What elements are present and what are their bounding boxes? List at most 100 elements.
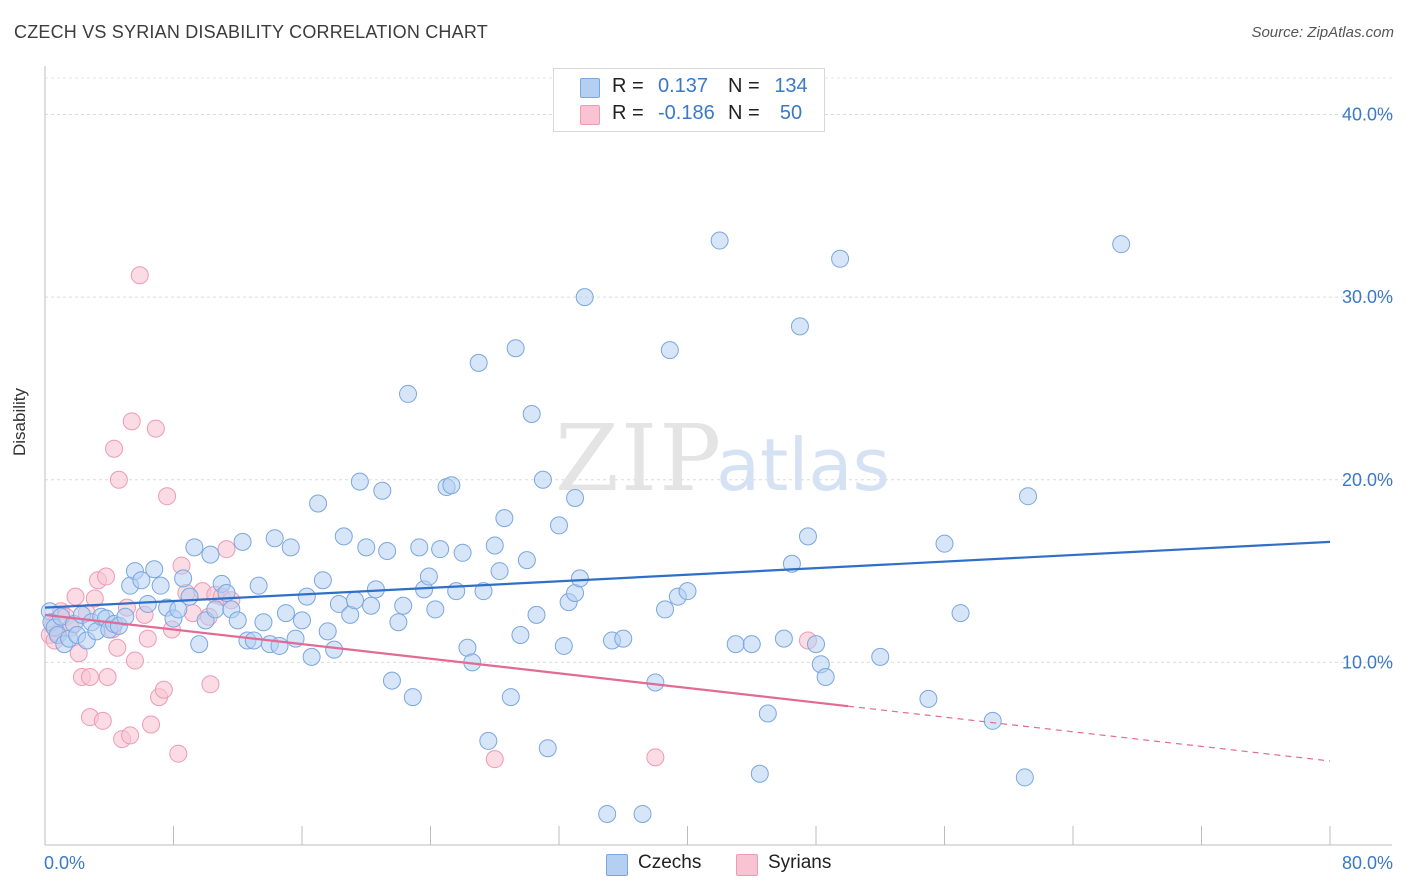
syrian-point bbox=[109, 470, 128, 489]
syrian-point bbox=[85, 589, 104, 608]
czech-point bbox=[633, 804, 652, 823]
correlation-legend: R = 0.137 N = 134 R = -0.186 N = 50 bbox=[553, 68, 825, 132]
zipatlas-watermark: ZIP atlas bbox=[555, 405, 890, 512]
x-tick-label: 0.0% bbox=[44, 853, 85, 873]
czech-point bbox=[660, 341, 679, 360]
syrians-points bbox=[40, 266, 817, 769]
czech-point bbox=[281, 538, 300, 557]
czech-point bbox=[431, 540, 450, 559]
syrians-swatch bbox=[580, 105, 600, 125]
czech-point bbox=[201, 545, 220, 564]
czech-point bbox=[399, 384, 418, 403]
czech-point bbox=[469, 353, 488, 372]
czech-point bbox=[646, 673, 665, 692]
czech-point bbox=[382, 671, 401, 690]
czech-point bbox=[276, 604, 295, 623]
czech-point bbox=[394, 596, 413, 615]
czech-point bbox=[249, 576, 268, 595]
syrian-point bbox=[108, 638, 127, 657]
czech-point bbox=[798, 527, 817, 546]
gridlines bbox=[45, 77, 1392, 663]
czech-point bbox=[479, 731, 498, 750]
czech-point bbox=[506, 339, 525, 358]
watermark-atlas: atlas bbox=[716, 423, 890, 507]
syrians-r-value: -0.186 bbox=[658, 102, 715, 124]
czechs-legend-label: Czechs bbox=[638, 852, 702, 873]
czech-point bbox=[378, 541, 397, 560]
syrian-point bbox=[158, 487, 177, 506]
czech-point bbox=[138, 594, 157, 613]
syrian-point bbox=[646, 748, 665, 767]
czech-point bbox=[325, 640, 344, 659]
czech-point bbox=[614, 629, 633, 648]
czech-point bbox=[442, 476, 461, 495]
czech-point bbox=[474, 582, 493, 601]
czech-point bbox=[511, 625, 530, 644]
czech-point bbox=[410, 538, 429, 557]
syrian-point bbox=[130, 266, 149, 285]
czech-point bbox=[495, 509, 514, 528]
czech-point bbox=[774, 629, 793, 648]
legend-n-label: N = bbox=[728, 75, 760, 97]
czech-point bbox=[656, 600, 675, 619]
syrian-point bbox=[122, 412, 141, 431]
czech-point bbox=[334, 527, 353, 546]
syrian-point bbox=[105, 439, 124, 458]
syrian-point bbox=[125, 651, 144, 670]
czech-point bbox=[309, 494, 328, 513]
czech-point bbox=[742, 635, 761, 654]
czech-point bbox=[180, 587, 199, 606]
czech-point bbox=[206, 600, 225, 619]
czechs-swatch bbox=[580, 78, 600, 98]
y-tick-label: 10.0% bbox=[1342, 652, 1393, 672]
syrian-point bbox=[66, 587, 85, 606]
czech-point bbox=[758, 704, 777, 723]
czech-point bbox=[522, 405, 541, 424]
czech-point bbox=[1015, 768, 1034, 787]
syrian-point bbox=[485, 750, 504, 769]
czech-point bbox=[554, 636, 573, 655]
czech-point bbox=[346, 591, 365, 610]
syrian-point bbox=[146, 419, 165, 438]
czech-point bbox=[403, 688, 422, 707]
czech-point bbox=[517, 551, 536, 570]
y-axis-label: Disability bbox=[10, 387, 29, 456]
czech-point bbox=[185, 538, 204, 557]
source-label: Source: ZipAtlas.com bbox=[1251, 24, 1394, 41]
trend-lines bbox=[44, 540, 1331, 762]
czech-point bbox=[501, 688, 520, 707]
czech-point bbox=[951, 604, 970, 623]
czech-point bbox=[419, 567, 438, 586]
x-tick-label: 80.0% bbox=[1342, 853, 1393, 873]
syrian-point bbox=[169, 744, 188, 763]
czech-point bbox=[116, 607, 135, 626]
czech-point bbox=[174, 569, 193, 588]
czech-point bbox=[145, 560, 164, 579]
czech-point bbox=[935, 534, 954, 553]
czech-point bbox=[373, 481, 392, 500]
czech-point bbox=[570, 569, 589, 588]
legend-r-label: R = bbox=[612, 102, 644, 124]
czech-point bbox=[302, 647, 321, 666]
czech-point bbox=[831, 249, 850, 268]
syrian-point bbox=[217, 540, 236, 559]
tick-labels: 10.0% 20.0% 30.0% 40.0% 0.0% 80.0% bbox=[44, 105, 1393, 873]
syrians-legend-swatch bbox=[736, 854, 758, 876]
czech-point bbox=[490, 562, 509, 581]
czechs-points bbox=[40, 231, 1131, 823]
czech-point bbox=[297, 587, 316, 606]
czech-point bbox=[151, 576, 170, 595]
y-tick-label: 40.0% bbox=[1342, 105, 1393, 125]
syrian-point bbox=[97, 567, 116, 586]
czech-point bbox=[807, 635, 825, 654]
syrian-point bbox=[98, 667, 117, 686]
syrian-point bbox=[142, 715, 161, 734]
czech-point bbox=[919, 689, 938, 708]
syrian-point bbox=[154, 680, 173, 699]
czechs-n-value: 134 bbox=[774, 75, 808, 97]
czech-point bbox=[527, 605, 546, 624]
czech-point bbox=[357, 538, 376, 557]
axes bbox=[44, 66, 1392, 846]
czech-point bbox=[726, 635, 745, 654]
